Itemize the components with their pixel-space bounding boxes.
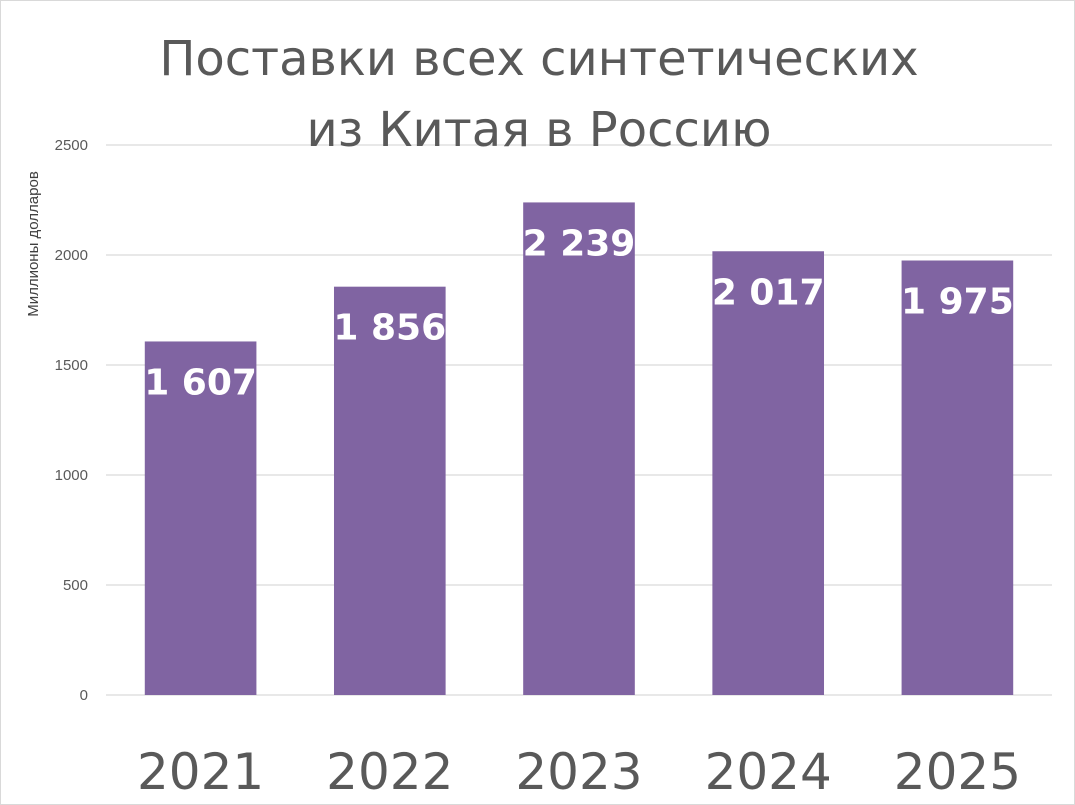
y-axis-ticks: 0 500 1000 1500 2000 2500: [55, 137, 88, 704]
data-label: 1 607: [144, 362, 257, 403]
x-tick-label: 2024: [705, 743, 832, 801]
y-tick-label: 0: [80, 687, 88, 704]
x-tick-label: 2022: [326, 743, 453, 801]
bars: [144, 202, 1014, 696]
y-tick-label: 1000: [55, 467, 88, 484]
y-tick-label: 500: [63, 577, 88, 594]
data-label: 1 856: [333, 308, 446, 349]
y-tick-label: 2000: [55, 247, 88, 264]
x-tick-label: 2021: [137, 743, 264, 801]
chart-title-line-1: Поставки всех синтетических: [159, 31, 918, 87]
x-tick-label: 2023: [515, 743, 642, 801]
y-tick-label: 2500: [55, 137, 88, 154]
bar-2025: [901, 260, 1014, 695]
data-labels: 1 607 1 856 2 239 2 017 1 975: [144, 223, 1014, 403]
x-axis-ticks: 2021 2022 2023 2024 2025: [137, 743, 1021, 801]
bar-2021: [144, 341, 257, 695]
bar-2023: [523, 202, 635, 696]
y-tick-label: 1500: [55, 357, 88, 374]
data-label: 2 239: [523, 223, 636, 264]
y-axis-label: Миллионы долларов: [25, 171, 42, 317]
data-label: 2 017: [712, 272, 825, 313]
chart-title-line-2: из Китая в Россию: [307, 102, 772, 158]
x-tick-label: 2025: [894, 743, 1021, 801]
bar-2022: [333, 286, 446, 695]
bar-2024: [712, 251, 825, 695]
data-label: 1 975: [901, 282, 1014, 323]
